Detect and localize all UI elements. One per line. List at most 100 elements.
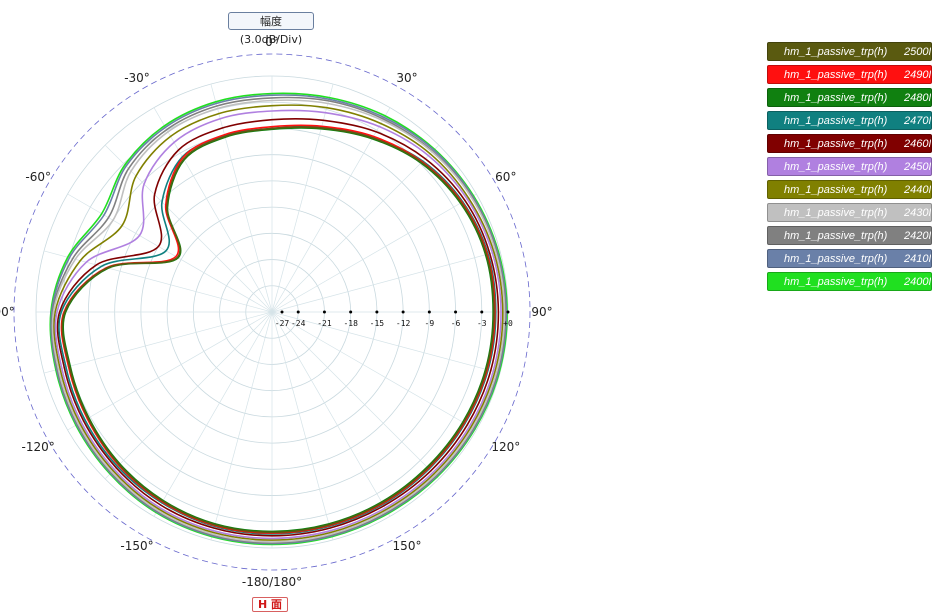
ring-tick-dot (454, 310, 458, 314)
legend-frequency: 2500M (904, 46, 931, 58)
legend-frequency: 2440M (904, 184, 931, 196)
ring-tick-dot (349, 310, 353, 314)
legend-item[interactable]: hm_1_passive_trp(h) 2500M (767, 42, 932, 61)
ring-tick-label: -12 (396, 319, 411, 328)
ring-tick-label: -24 (291, 319, 306, 328)
legend-frequency: 2460M (904, 138, 931, 150)
ring-tick-labels: -27 -24 -21 -18 -15 -12 -9 -6 -3 +0 (275, 310, 513, 328)
angle-label: -30° (124, 71, 150, 85)
grid-spoke (271, 144, 440, 313)
legend-series-name: hm_1_passive_trp(h) (784, 46, 888, 58)
grid-spoke (271, 250, 501, 313)
grid-spoke (271, 311, 501, 374)
legend-item[interactable]: hm_1_passive_trp(h) 2430M (767, 203, 932, 222)
outer-dashed-ring (13, 53, 531, 571)
ring-tick-label: -15 (370, 319, 385, 328)
angle-label: 90° (531, 305, 552, 319)
legend-item[interactable]: hm_1_passive_trp(h) 2410M (767, 249, 932, 268)
ring-tick-dot (375, 310, 379, 314)
legend-item[interactable]: hm_1_passive_trp(h) 2400M (767, 272, 932, 291)
series-layer (49, 92, 508, 546)
legend-frequency: 2420M (904, 230, 931, 242)
legend-frequency: 2430M (904, 207, 931, 219)
legend-series-name: hm_1_passive_trp(h) (784, 92, 888, 104)
legend-item[interactable]: hm_1_passive_trp(h) 2450M (767, 157, 932, 176)
legend-frequency: 2400M (904, 276, 931, 288)
ring-tick-dot (322, 310, 326, 314)
legend-item[interactable]: hm_1_passive_trp(h) 2460M (767, 134, 932, 153)
legend-series-name: hm_1_passive_trp(h) (784, 207, 888, 219)
series-line-2500M (61, 126, 495, 534)
grid-spoke (210, 83, 273, 313)
polar-plot: -27-24 -21 -18 -15 -12 -9 -6 -3 +0 0° 30° 60° 90° 12… (0, 35, 553, 589)
ring-tick-label: -9 (425, 319, 435, 328)
legend-frequency: 2490M (904, 69, 931, 81)
grid-spoke (271, 83, 334, 313)
ring-tick-label: -27 (275, 319, 290, 328)
face-label: H 面 (252, 597, 288, 612)
legend-series-name: hm_1_passive_trp(h) (784, 253, 888, 265)
legend-series-name: hm_1_passive_trp(h) (784, 115, 888, 127)
legend-series-name: hm_1_passive_trp(h) (784, 69, 888, 81)
ring-tick-dot (480, 310, 484, 314)
ring-tick-label: -3 (477, 319, 487, 328)
angle-label: -120° (22, 440, 55, 454)
series-line-2490M (60, 124, 496, 534)
angle-label: 60° (495, 170, 516, 184)
ring-tick-dot (296, 310, 300, 314)
grid-spoke (271, 311, 440, 480)
grid-spoke (271, 311, 391, 517)
series-line-2460M (56, 117, 500, 537)
legend-item[interactable]: hm_1_passive_trp(h) 2480M (767, 88, 932, 107)
ring-tick-dot (506, 310, 510, 314)
legend: hm_1_passive_trp(h)2500Mhm_1_passive_trp… (767, 42, 932, 295)
grid-spoke (271, 193, 477, 313)
polar-grid (13, 53, 531, 571)
grid-spoke (43, 250, 273, 313)
legend-frequency: 2470M (904, 115, 931, 127)
grid-spoke (104, 311, 273, 480)
angle-label: 120° (491, 440, 520, 454)
legend-item[interactable]: hm_1_passive_trp(h) 2440M (767, 180, 932, 199)
ring-tick-label: +0 (503, 319, 513, 328)
legend-item[interactable]: hm_1_passive_trp(h) 2470M (767, 111, 932, 130)
legend-frequency: 2410M (904, 253, 931, 265)
legend-frequency: 2480M (904, 92, 931, 104)
series-line-2440M (53, 104, 504, 541)
legend-series-name: hm_1_passive_trp(h) (784, 184, 888, 196)
grid-spoke (271, 107, 391, 313)
series-line-2410M (50, 94, 508, 545)
legend-item[interactable]: hm_1_passive_trp(h) 2490M (767, 65, 932, 84)
angle-label: -180/180° (242, 575, 302, 589)
series-line-2480M (62, 127, 494, 533)
angle-label: -150° (120, 539, 153, 553)
legend-frequency: 2450M (904, 161, 931, 173)
ring-tick-label: -21 (317, 319, 332, 328)
grid-spoke (153, 107, 273, 313)
scale-label: 幅度(3.0dB/Div) (228, 12, 314, 46)
ring-tick-label: -18 (343, 319, 358, 328)
grid-spoke (104, 144, 273, 313)
legend-series-name: hm_1_passive_trp(h) (784, 161, 888, 173)
legend-series-name: hm_1_passive_trp(h) (784, 276, 888, 288)
legend-series-name: hm_1_passive_trp(h) (784, 138, 888, 150)
ring-tick-label: -6 (451, 319, 461, 328)
grid-spoke (153, 311, 273, 517)
legend-item[interactable]: hm_1_passive_trp(h) 2420M (767, 226, 932, 245)
grid-spoke (271, 311, 477, 431)
grid-spoke (210, 311, 273, 541)
ring-tick-dot (280, 310, 284, 314)
ring-tick-dot (427, 310, 431, 314)
series-line-2450M (54, 109, 502, 540)
grid-spoke (271, 311, 334, 541)
ring-tick-dot (401, 310, 405, 314)
series-line-2430M (51, 99, 506, 543)
angle-label: -60° (25, 170, 51, 184)
series-line-2420M (50, 96, 507, 544)
angle-label: 150° (393, 539, 422, 553)
angle-label: -90° (0, 305, 15, 319)
angle-label: 30° (396, 71, 417, 85)
angle-label: 0° (265, 35, 279, 49)
angle-labels: 0° 30° 60° 90° 120° 150° -180/180° -150° -120° -9… (0, 35, 553, 589)
legend-series-name: hm_1_passive_trp(h) (784, 230, 888, 242)
